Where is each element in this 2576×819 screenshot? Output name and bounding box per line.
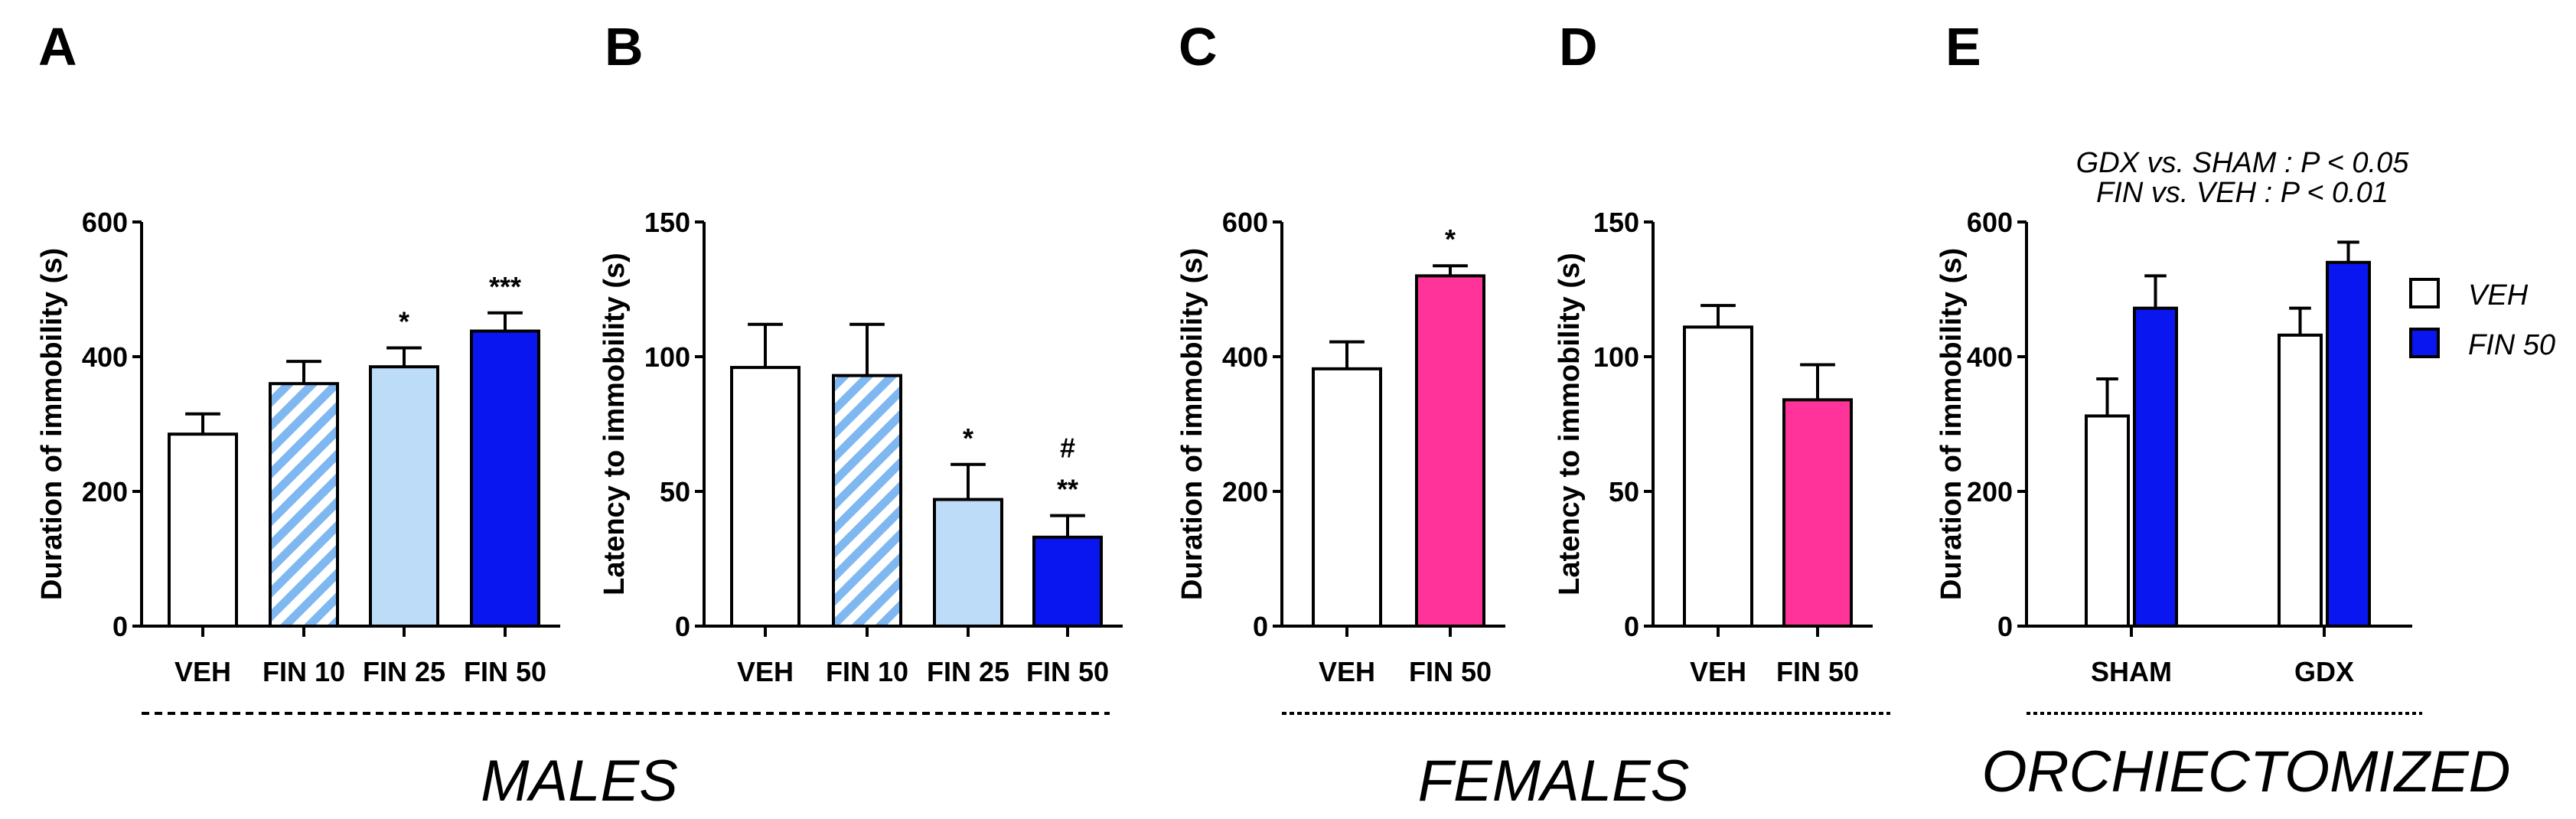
significance-mark: *	[1445, 224, 1456, 255]
y-tick-label: 100	[644, 341, 690, 373]
x-tick-label: VEH	[174, 656, 231, 687]
significance-mark: ***	[489, 271, 521, 302]
x-tick-label: FIN 50	[464, 656, 546, 687]
x-tick-label: VEH	[1690, 656, 1746, 687]
bar-fin-50	[1415, 274, 1485, 628]
x-tick-label: FIN 25	[927, 656, 1009, 687]
bar-veh	[168, 432, 238, 628]
panel-letter-b: B	[605, 17, 644, 77]
y-tick-label: 100	[1593, 341, 1639, 373]
panel-a: A 0 200 400 600 Duration of immobility (s) VEH…	[36, 17, 560, 687]
panel-letter-e: E	[1945, 17, 1981, 77]
panel-letter-c: C	[1179, 17, 1218, 77]
y-tick-label: 600	[1967, 207, 2013, 238]
x-tick-label: FIN 25	[363, 656, 445, 687]
y-tick-label: 50	[1609, 476, 1639, 507]
bar-veh	[1312, 367, 1382, 628]
group-label-females: FEMALES	[1418, 749, 1690, 814]
x-tick-label: FIN 50	[1776, 656, 1859, 687]
stat-note-fin-vs-veh: FIN vs. VEH : P < 0.01	[2096, 177, 2389, 209]
y-tick-label: 600	[1222, 207, 1268, 238]
y-tick-label: 0	[675, 611, 690, 642]
significance-mark: **	[1057, 474, 1078, 505]
bar-fin-50	[470, 329, 540, 628]
y-tick-label: 50	[660, 476, 690, 507]
y-axis-label: Latency to immobility (s)	[1554, 253, 1586, 595]
x-tick-label: GDX	[2294, 656, 2354, 687]
significance-mark: #	[1060, 432, 1075, 464]
x-tick-label: FIN 10	[262, 656, 345, 687]
panel-b: B 0 50 100 150 Latency to immobility (s) VEH FI…	[598, 17, 1123, 687]
panel-c: C 0 200 400 600 Duration of immobility (s) VEH…	[1176, 17, 1505, 687]
y-tick-label: 0	[1997, 611, 2013, 642]
x-tick-label: VEH	[1319, 656, 1375, 687]
x-tick-label: FIN 50	[1026, 656, 1109, 687]
bar-gdx-veh	[2278, 333, 2323, 628]
significance-mark: *	[399, 306, 409, 338]
bar-fin-10	[269, 382, 339, 628]
legend-label-fin50: FIN 50	[2468, 329, 2555, 361]
group-label-males: MALES	[481, 749, 678, 814]
y-tick-label: 400	[82, 341, 128, 373]
x-tick-label: VEH	[737, 656, 794, 687]
significance-mark: *	[963, 423, 973, 454]
y-tick-label: 0	[112, 611, 128, 642]
bar-sham-fin50	[2133, 306, 2178, 628]
y-tick-label: 150	[1593, 207, 1639, 238]
panel-e: E 0 200 400 600 Duration of immobility (s) SHA…	[1935, 17, 2412, 687]
bar-veh	[1683, 325, 1753, 628]
legend-swatch-veh	[2409, 278, 2440, 308]
legend-label-veh: VEH	[2468, 279, 2529, 312]
y-tick-label: 150	[644, 207, 690, 238]
legend-swatch-fin50	[2409, 328, 2440, 358]
y-tick-label: 0	[1624, 611, 1639, 642]
bar-fin-25	[369, 365, 439, 628]
y-axis-label: Duration of immobility (s)	[36, 248, 68, 600]
stat-note-gdx-vs-sham: GDX vs. SHAM : P < 0.05	[2076, 147, 2410, 179]
y-tick-label: 400	[1967, 341, 2013, 373]
y-tick-label: 200	[1967, 476, 2013, 507]
x-tick-label: FIN 50	[1409, 656, 1492, 687]
y-tick-label: 0	[1253, 611, 1268, 642]
y-tick-label: 400	[1222, 341, 1268, 373]
y-tick-label: 200	[82, 476, 128, 507]
panel-letter-a: A	[38, 17, 77, 77]
x-tick-label: FIN 10	[826, 656, 908, 687]
panel-letter-d: D	[1559, 17, 1598, 77]
y-axis-label: Latency to immobility (s)	[598, 253, 631, 595]
bar-fin-25	[933, 498, 1003, 628]
y-tick-label: 600	[82, 207, 128, 238]
y-axis-label: Duration of immobility (s)	[1176, 248, 1208, 600]
bar-veh	[730, 366, 801, 628]
bar-fin-10	[832, 374, 902, 628]
x-tick-label: SHAM	[2091, 656, 2172, 687]
y-tick-label: 200	[1222, 476, 1268, 507]
y-axis-label: Duration of immobility (s)	[1935, 248, 1968, 600]
bar-fin-50	[1782, 398, 1853, 628]
bar-fin-50	[1032, 535, 1103, 628]
group-label-orchiectomized: ORCHIECTOMIZED	[1981, 739, 2510, 804]
bar-gdx-fin50	[2326, 260, 2371, 628]
bar-sham-veh	[2085, 414, 2130, 628]
